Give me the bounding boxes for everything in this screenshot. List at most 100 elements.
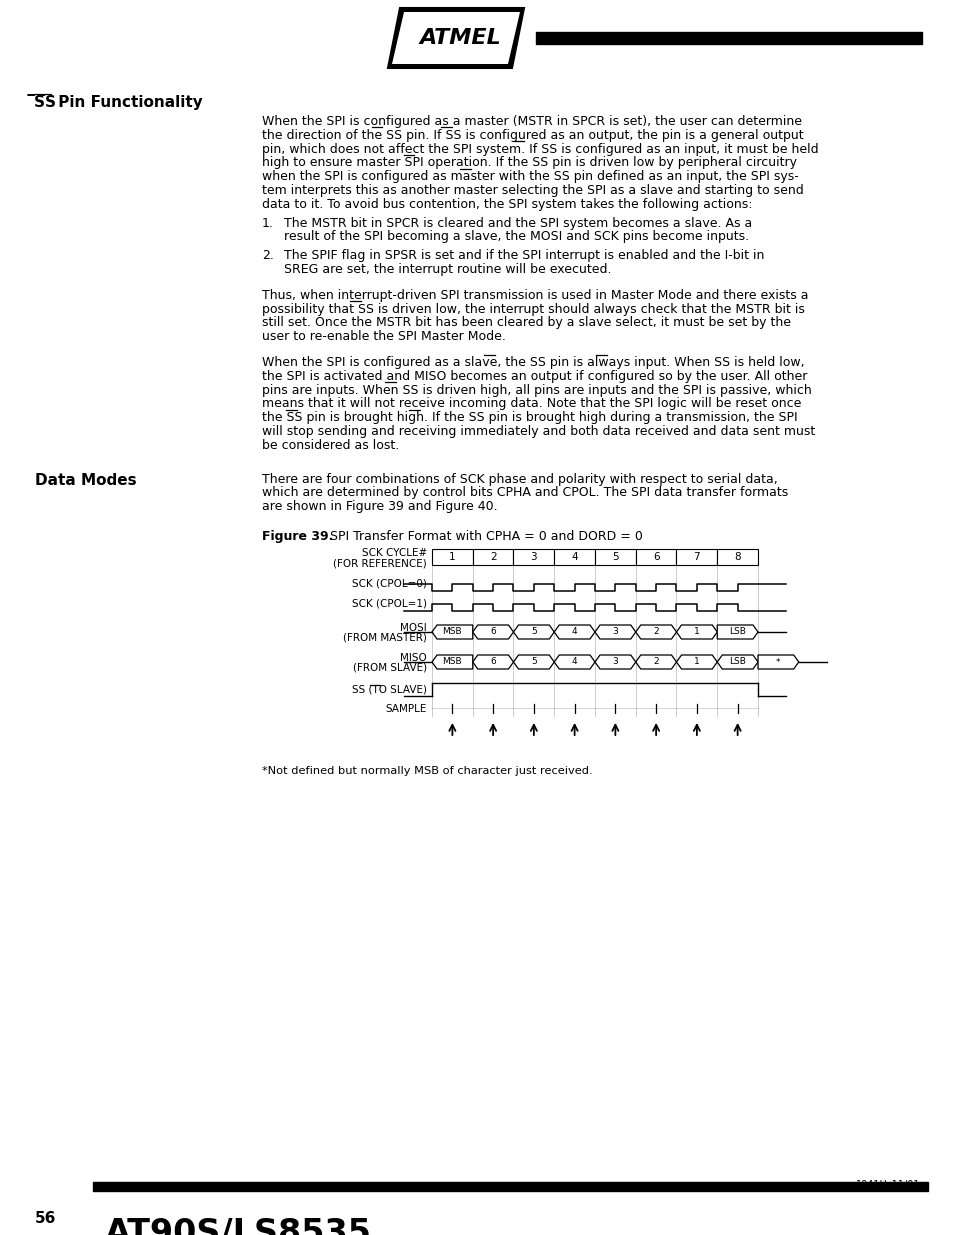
Text: SCK CYCLE#: SCK CYCLE#	[361, 548, 427, 558]
Text: LSB: LSB	[728, 627, 745, 636]
Text: ATMEL: ATMEL	[418, 28, 500, 48]
Text: 56: 56	[35, 1212, 56, 1226]
Polygon shape	[513, 625, 554, 638]
Text: SCK (CPOL=0): SCK (CPOL=0)	[352, 579, 427, 589]
Text: Figure 39.: Figure 39.	[262, 530, 333, 543]
Text: 4: 4	[571, 657, 577, 667]
Text: 6: 6	[490, 657, 496, 667]
Text: SAMPLE: SAMPLE	[385, 704, 427, 714]
Text: (FROM MASTER): (FROM MASTER)	[343, 634, 427, 643]
Text: ̅S̅S: ̅S̅S	[35, 95, 57, 110]
Bar	[513, 550, 554, 564]
Text: are shown in Figure 39 and Figure 40.: are shown in Figure 39 and Figure 40.	[262, 500, 497, 514]
Polygon shape	[676, 625, 717, 638]
Text: AT90S/LS8535: AT90S/LS8535	[105, 1216, 372, 1235]
Text: 5: 5	[612, 552, 618, 562]
Text: 2: 2	[653, 627, 659, 636]
Text: high to ensure master SPI operation. If the SS pin is driven low by peripheral c: high to ensure master SPI operation. If …	[262, 157, 796, 169]
Text: 3: 3	[612, 657, 618, 667]
Polygon shape	[635, 655, 676, 669]
Text: *Not defined but normally MSB of character just received.: *Not defined but normally MSB of charact…	[262, 766, 592, 776]
Polygon shape	[676, 655, 717, 669]
Text: When the SPI is configured as a master (MSTR in SPCR is set), the user can deter: When the SPI is configured as a master (…	[262, 115, 801, 128]
Text: 2.: 2.	[262, 249, 274, 262]
Text: 4: 4	[571, 627, 577, 636]
Text: Data Modes: Data Modes	[35, 473, 136, 488]
Text: the direction of the SS pin. If SS is configured as an output, the pin is a gene: the direction of the SS pin. If SS is co…	[262, 128, 802, 142]
Bar	[536, 32, 921, 44]
Text: 1041H–11/01: 1041H–11/01	[855, 1179, 919, 1191]
Text: pin, which does not affect the SPI system. If SS is configured as an input, it m: pin, which does not affect the SPI syste…	[262, 142, 818, 156]
Text: possibility that SS is driven low, the interrupt should always check that the MS: possibility that SS is driven low, the i…	[262, 303, 804, 316]
Polygon shape	[392, 12, 519, 64]
Bar	[635, 550, 676, 564]
Polygon shape	[717, 625, 758, 638]
Text: means that it will not receive incoming data. Note that the SPI logic will be re: means that it will not receive incoming …	[262, 398, 801, 410]
Polygon shape	[554, 625, 595, 638]
Polygon shape	[513, 655, 554, 669]
Text: 4: 4	[571, 552, 578, 562]
Polygon shape	[473, 625, 513, 638]
Text: 3: 3	[530, 552, 537, 562]
Text: SS (TO SLAVE): SS (TO SLAVE)	[352, 685, 427, 695]
Text: 6: 6	[652, 552, 659, 562]
Text: 1: 1	[693, 627, 699, 636]
Text: result of the SPI becoming a slave, the MOSI and SCK pins become inputs.: result of the SPI becoming a slave, the …	[284, 231, 748, 243]
Polygon shape	[388, 7, 523, 68]
Text: tem interprets this as another master selecting the SPI as a slave and starting : tem interprets this as another master se…	[262, 184, 803, 198]
Text: There are four combinations of SCK phase and polarity with respect to serial dat: There are four combinations of SCK phase…	[262, 473, 777, 485]
Text: 5: 5	[531, 657, 537, 667]
Text: the SPI is activated and MISO becomes an output if configured so by the user. Al: the SPI is activated and MISO becomes an…	[262, 369, 806, 383]
Text: 6: 6	[490, 627, 496, 636]
Polygon shape	[595, 625, 635, 638]
Text: still set. Once the MSTR bit has been cleared by a slave select, it must be set : still set. Once the MSTR bit has been cl…	[262, 316, 790, 330]
Text: Thus, when interrupt-driven SPI transmission is used in Master Mode and there ex: Thus, when interrupt-driven SPI transmis…	[262, 289, 807, 301]
Text: which are determined by control bits CPHA and CPOL. The SPI data transfer format: which are determined by control bits CPH…	[262, 487, 787, 499]
Text: (FROM SLAVE): (FROM SLAVE)	[353, 663, 427, 673]
Polygon shape	[432, 655, 473, 669]
Text: Pin Functionality: Pin Functionality	[53, 95, 203, 110]
Bar	[554, 550, 595, 564]
Bar	[432, 550, 473, 564]
Text: 1: 1	[449, 552, 456, 562]
Text: LSB: LSB	[728, 657, 745, 667]
Text: MSB: MSB	[442, 657, 461, 667]
Polygon shape	[554, 655, 595, 669]
Text: 7: 7	[693, 552, 700, 562]
Polygon shape	[473, 655, 513, 669]
Text: *: *	[776, 657, 780, 667]
Text: the SS pin is brought high. If the SS pin is brought high during a transmission,: the SS pin is brought high. If the SS pi…	[262, 411, 797, 424]
Text: SCK (CPOL=1): SCK (CPOL=1)	[352, 599, 427, 609]
Text: when the SPI is configured as master with the SS pin defined as an input, the SP: when the SPI is configured as master wit…	[262, 170, 798, 183]
Polygon shape	[758, 655, 798, 669]
Bar	[473, 550, 513, 564]
Text: 2: 2	[489, 552, 496, 562]
Bar	[595, 550, 635, 564]
Text: (FOR REFERENCE): (FOR REFERENCE)	[333, 558, 427, 568]
Polygon shape	[432, 625, 473, 638]
Text: 3: 3	[612, 627, 618, 636]
Text: 1: 1	[693, 657, 699, 667]
Text: will stop sending and receiving immediately and both data received and data sent: will stop sending and receiving immediat…	[262, 425, 815, 438]
Bar	[92, 1182, 927, 1191]
Text: SPI Transfer Format with CPHA = 0 and DORD = 0: SPI Transfer Format with CPHA = 0 and DO…	[322, 530, 642, 543]
Text: 1.: 1.	[262, 216, 274, 230]
Bar	[676, 550, 717, 564]
Bar	[717, 550, 758, 564]
Text: pins are inputs. When SS is driven high, all pins are inputs and the SPI is pass: pins are inputs. When SS is driven high,…	[262, 384, 811, 396]
Polygon shape	[635, 625, 676, 638]
Text: MOSI: MOSI	[400, 622, 427, 634]
Text: be considered as lost.: be considered as lost.	[262, 438, 399, 452]
Text: MSB: MSB	[442, 627, 461, 636]
Text: SREG are set, the interrupt routine will be executed.: SREG are set, the interrupt routine will…	[284, 263, 611, 275]
Polygon shape	[595, 655, 635, 669]
Text: MISO: MISO	[400, 653, 427, 663]
Text: 2: 2	[653, 657, 659, 667]
Text: The MSTR bit in SPCR is cleared and the SPI system becomes a slave. As a: The MSTR bit in SPCR is cleared and the …	[284, 216, 752, 230]
Text: user to re-enable the SPI Master Mode.: user to re-enable the SPI Master Mode.	[262, 330, 505, 343]
Polygon shape	[717, 655, 758, 669]
Text: When the SPI is configured as a slave, the SS pin is always input. When SS is he: When the SPI is configured as a slave, t…	[262, 356, 803, 369]
Text: 8: 8	[734, 552, 740, 562]
Text: The SPIF flag in SPSR is set and if the SPI interrupt is enabled and the I-bit i: The SPIF flag in SPSR is set and if the …	[284, 249, 763, 262]
Text: data to it. To avoid bus contention, the SPI system takes the following actions:: data to it. To avoid bus contention, the…	[262, 198, 752, 211]
